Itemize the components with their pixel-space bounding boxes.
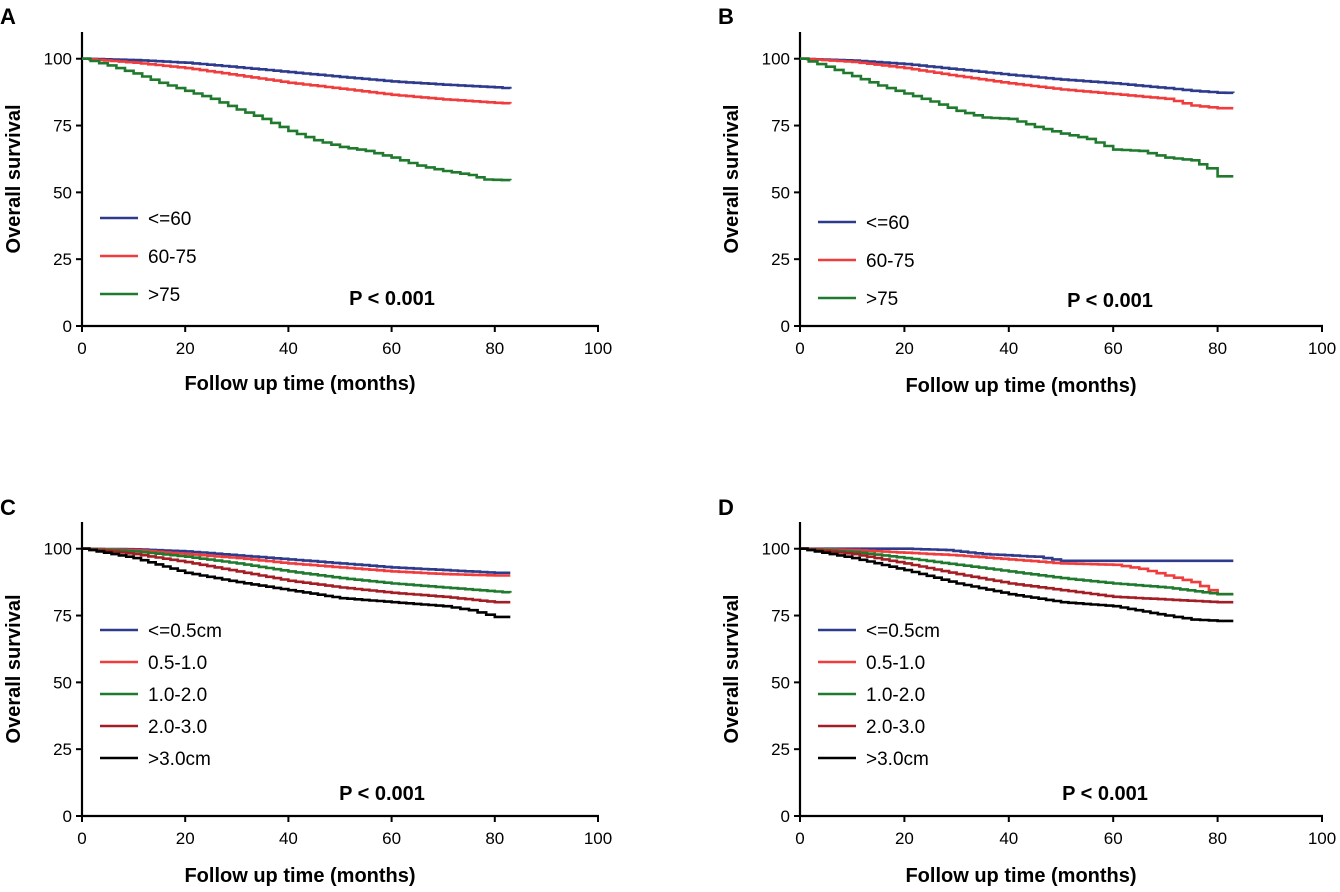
x-tick-label: 100	[1308, 829, 1336, 848]
x-tick-label: 0	[77, 829, 86, 848]
y-tick-label: 100	[44, 540, 72, 559]
y-axis-title: Overall survival	[721, 595, 743, 744]
series-line	[82, 57, 512, 105]
y-axis-title: Overall survival	[3, 105, 25, 254]
panel-d: D 0 25 50 75 100 0 20 40 60 80 100 Follow up time (m…	[718, 495, 1336, 887]
x-tick-label: 40	[279, 829, 298, 848]
legend-label: 1.0-2.0	[866, 685, 925, 706]
series-line	[800, 57, 1234, 178]
legend-label: 0.5-1.0	[148, 653, 207, 674]
legend-label: 2.0-3.0	[866, 717, 925, 738]
x-tick-label: 80	[485, 339, 504, 358]
x-tick-label: 20	[895, 339, 914, 358]
series-line	[82, 547, 511, 604]
series-line	[800, 57, 1234, 110]
x-tick-label: 20	[176, 339, 195, 358]
series-line	[82, 57, 512, 182]
series-line	[800, 547, 1234, 604]
x-tick-label: 100	[584, 829, 612, 848]
p-value-annotation: P < 0.001	[349, 288, 435, 310]
x-axis-title: Follow up time (months)	[905, 375, 1136, 397]
legend-label: >3.0cm	[866, 749, 929, 770]
panel-letter: B	[718, 4, 734, 29]
x-tick-label: 80	[1208, 829, 1227, 848]
x-tick-label: 0	[795, 829, 804, 848]
y-tick-label: 0	[781, 317, 790, 336]
series-line	[800, 547, 1234, 596]
x-axis-title: Follow up time (months)	[905, 865, 1136, 887]
series-line	[800, 547, 1234, 596]
legend-label: 1.0-2.0	[148, 685, 207, 706]
p-value-annotation: P < 0.001	[339, 783, 425, 805]
x-tick-label: 0	[77, 339, 86, 358]
series-line	[800, 57, 1235, 95]
legend-label: 60-75	[148, 247, 197, 268]
y-tick-label: 25	[771, 250, 790, 269]
p-value-annotation: P < 0.001	[1067, 290, 1153, 312]
x-tick-label: 80	[485, 829, 504, 848]
series-line	[800, 547, 1234, 563]
panel-letter: C	[0, 495, 16, 520]
x-axis-title: Follow up time (months)	[184, 865, 415, 887]
x-tick-label: 40	[999, 829, 1018, 848]
legend-label: >3.0cm	[148, 749, 211, 770]
x-tick-label: 40	[999, 339, 1018, 358]
legend-label: <=0.5cm	[866, 621, 940, 642]
x-tick-label: 60	[1104, 829, 1123, 848]
y-tick-label: 50	[771, 673, 790, 692]
legend-label: 2.0-3.0	[148, 717, 207, 738]
legend-label: >75	[148, 285, 180, 306]
y-tick-label: 0	[781, 807, 790, 826]
x-tick-label: 60	[382, 829, 401, 848]
legend-label: <=60	[866, 213, 909, 234]
y-tick-label: 75	[771, 607, 790, 626]
x-axis-title: Follow up time (months)	[184, 373, 415, 395]
series-line	[82, 547, 511, 619]
panel-letter: D	[718, 495, 734, 520]
x-tick-label: 20	[895, 829, 914, 848]
y-tick-label: 100	[762, 50, 790, 69]
y-tick-label: 50	[53, 673, 72, 692]
x-tick-label: 20	[176, 829, 195, 848]
legend-label: <=60	[148, 209, 191, 230]
x-tick-label: 40	[279, 339, 298, 358]
y-tick-label: 75	[53, 117, 72, 136]
y-tick-label: 75	[771, 117, 790, 136]
y-tick-label: 100	[762, 540, 790, 559]
series-line	[82, 57, 512, 90]
x-tick-label: 100	[1308, 339, 1336, 358]
series-line	[82, 547, 511, 577]
y-tick-label: 25	[53, 740, 72, 759]
series-line	[82, 547, 512, 594]
p-value-annotation: P < 0.001	[1062, 783, 1148, 805]
panel-a: A 0 25 50 75 100 0 20 40 60 80 100 Follow up time (m…	[0, 4, 612, 395]
panel-c: C 0 25 50 75 100 0 20 40 60 80 100 Follow up time (m…	[0, 495, 612, 887]
series-line	[800, 547, 1234, 623]
y-tick-label: 50	[771, 183, 790, 202]
legend-label: <=0.5cm	[148, 621, 222, 642]
x-tick-label: 60	[382, 339, 401, 358]
legend-label: 60-75	[866, 251, 915, 272]
y-tick-label: 25	[771, 740, 790, 759]
y-tick-label: 25	[53, 250, 72, 269]
y-axis-title: Overall survival	[3, 595, 25, 744]
x-tick-label: 100	[584, 339, 612, 358]
panel-b: B 0 25 50 75 100 0 20 40 60 80 100 Follow up time (m…	[718, 4, 1336, 397]
y-tick-label: 0	[63, 317, 72, 336]
x-tick-label: 0	[795, 339, 804, 358]
y-axis-title: Overall survival	[721, 105, 743, 254]
y-tick-label: 0	[63, 807, 72, 826]
panel-letter: A	[0, 4, 16, 29]
y-tick-label: 50	[53, 183, 72, 202]
x-tick-label: 60	[1104, 339, 1123, 358]
legend-label: 0.5-1.0	[866, 653, 925, 674]
y-tick-label: 75	[53, 607, 72, 626]
legend-label: >75	[866, 289, 898, 310]
y-tick-label: 100	[44, 50, 72, 69]
x-tick-label: 80	[1208, 339, 1227, 358]
